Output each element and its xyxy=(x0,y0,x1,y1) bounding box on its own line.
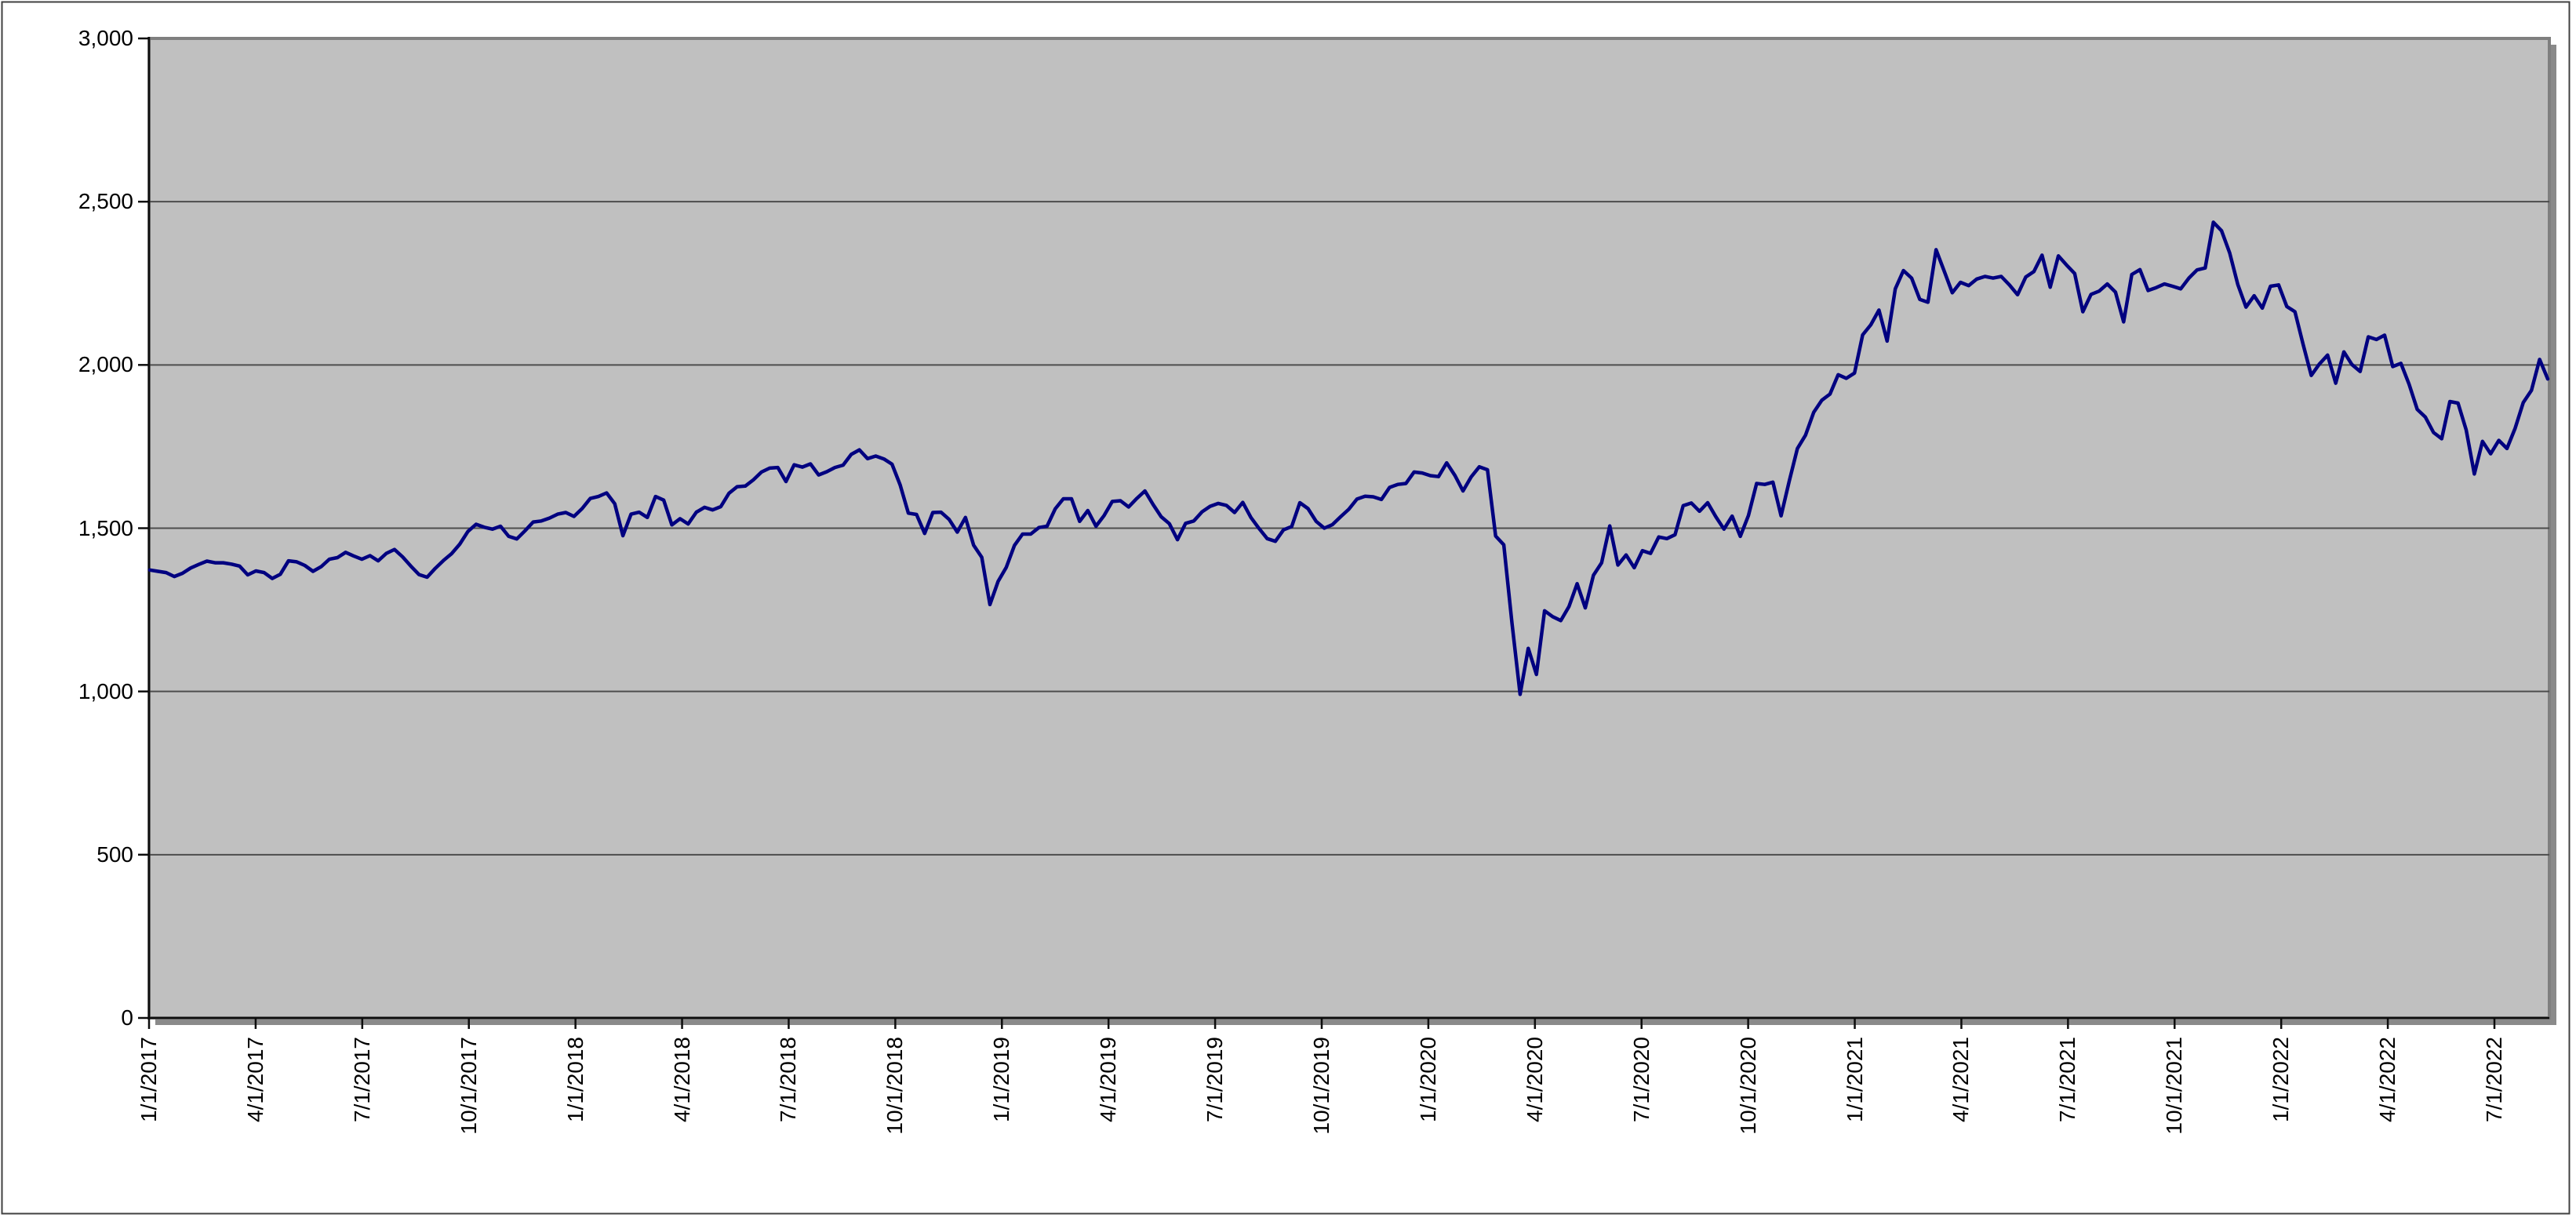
y-axis-tick-label: 1,000 xyxy=(78,678,133,703)
plot-shadow-bottom xyxy=(155,1020,2556,1025)
y-axis-tick-label: 500 xyxy=(96,842,133,867)
x-axis-tick-label: 1/1/2017 xyxy=(136,1037,161,1122)
x-axis-tick-label: 1/1/2018 xyxy=(562,1037,588,1122)
x-axis-tick-label: 7/1/2020 xyxy=(1628,1037,1654,1122)
x-axis-tick-label: 4/1/2019 xyxy=(1096,1037,1121,1122)
y-axis-tick-label: 2,500 xyxy=(78,189,133,214)
x-axis-tick-label: 7/1/2018 xyxy=(776,1037,801,1122)
x-axis-tick-label: 1/1/2020 xyxy=(1415,1037,1440,1122)
x-axis-tick-label: 7/1/2021 xyxy=(2055,1037,2080,1122)
x-axis-tick-label: 1/1/2019 xyxy=(989,1037,1014,1122)
plot-shadow-right xyxy=(2551,45,2556,1025)
x-axis-tick-label: 7/1/2019 xyxy=(1202,1037,1228,1122)
x-axis-tick-label: 10/1/2017 xyxy=(456,1037,481,1135)
x-axis-tick-label: 4/1/2022 xyxy=(2375,1037,2400,1122)
x-axis-tick-label: 10/1/2019 xyxy=(1309,1037,1333,1135)
series-line xyxy=(147,220,2550,696)
y-axis-tick-label: 2,000 xyxy=(78,352,133,377)
x-axis-tick-label: 7/1/2022 xyxy=(2482,1037,2506,1122)
y-axis-tick-label: 3,000 xyxy=(78,26,133,50)
y-axis-tick-label: 1,500 xyxy=(78,515,133,540)
x-axis-tick-label: 10/1/2018 xyxy=(882,1037,908,1135)
x-axis-tick-label: 4/1/2017 xyxy=(242,1037,267,1122)
x-axis-tick-label: 4/1/2021 xyxy=(1948,1037,1974,1122)
x-axis-tick-label: 1/1/2022 xyxy=(2269,1037,2294,1122)
x-axis-tick-label: 7/1/2017 xyxy=(349,1037,374,1122)
y-axis-tick-label: 0 xyxy=(121,1005,133,1030)
x-axis-tick-label: 1/1/2021 xyxy=(1842,1037,1867,1122)
x-axis-tick-label: 4/1/2020 xyxy=(1522,1037,1547,1122)
x-axis-tick-label: 4/1/2018 xyxy=(669,1037,694,1122)
x-axis-tick-label: 10/1/2021 xyxy=(2162,1037,2187,1135)
x-axis-tick-label: 10/1/2020 xyxy=(1735,1037,1760,1135)
